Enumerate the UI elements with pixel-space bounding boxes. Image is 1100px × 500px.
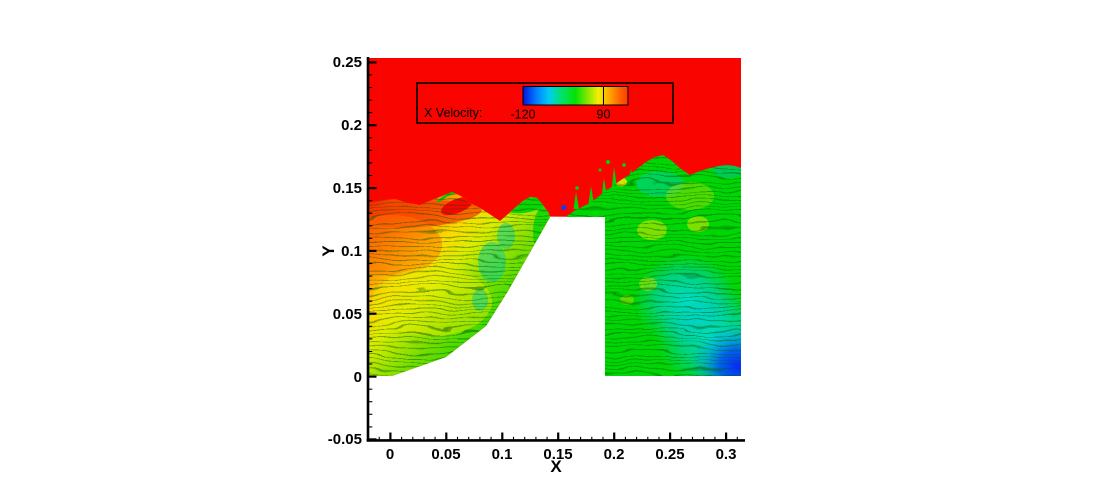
obstacle-step [392, 216, 605, 376]
blue-droplet [561, 205, 566, 210]
x-tick-label: 0.3 [716, 446, 737, 463]
plot-area [368, 58, 741, 441]
x-axis-title: X [550, 457, 562, 476]
y-tick-label: 0.05 [333, 306, 362, 323]
y-axis-title: Y [319, 245, 338, 257]
axis-tick-labels: 0 0.05 0.1 0.15 0.2 0.25 0.3 0.25 0.2 0.… [319, 54, 736, 476]
green-droplet [606, 160, 610, 164]
green-droplet [575, 186, 579, 190]
x-tick-label: 0.15 [543, 446, 572, 463]
x-tick-label: 0.25 [655, 446, 684, 463]
droplet-spike [588, 186, 594, 204]
colorbar [522, 86, 629, 106]
green-droplet [622, 163, 626, 167]
y-tick-label: 0 [354, 369, 362, 386]
spray-droplets [561, 160, 626, 210]
x-tick-label: 0.2 [604, 446, 625, 463]
legend-box [416, 82, 674, 124]
green-droplet [598, 168, 602, 172]
y-tick-label: 0.1 [341, 243, 362, 260]
y-tick-label: 0.15 [333, 180, 362, 197]
axes [366, 57, 745, 442]
y-tick-label: 0.2 [341, 117, 362, 134]
x-tick-label: 0 [386, 446, 394, 463]
colorbar-min-label: -120 [510, 108, 535, 122]
legend-title: X Velocity: [424, 106, 482, 120]
legend-labels: X Velocity: -120 90 [424, 106, 610, 122]
colorbar-max-label: 90 [597, 108, 611, 122]
y-tick-label: 0.25 [333, 54, 362, 71]
legend [416, 82, 674, 124]
droplet-spike [573, 192, 579, 209]
y-tick-label: -0.05 [328, 431, 362, 448]
below-floor-region [368, 376, 741, 441]
x-tick-label: 0.1 [492, 446, 513, 463]
x-tick-label: 0.05 [431, 446, 460, 463]
